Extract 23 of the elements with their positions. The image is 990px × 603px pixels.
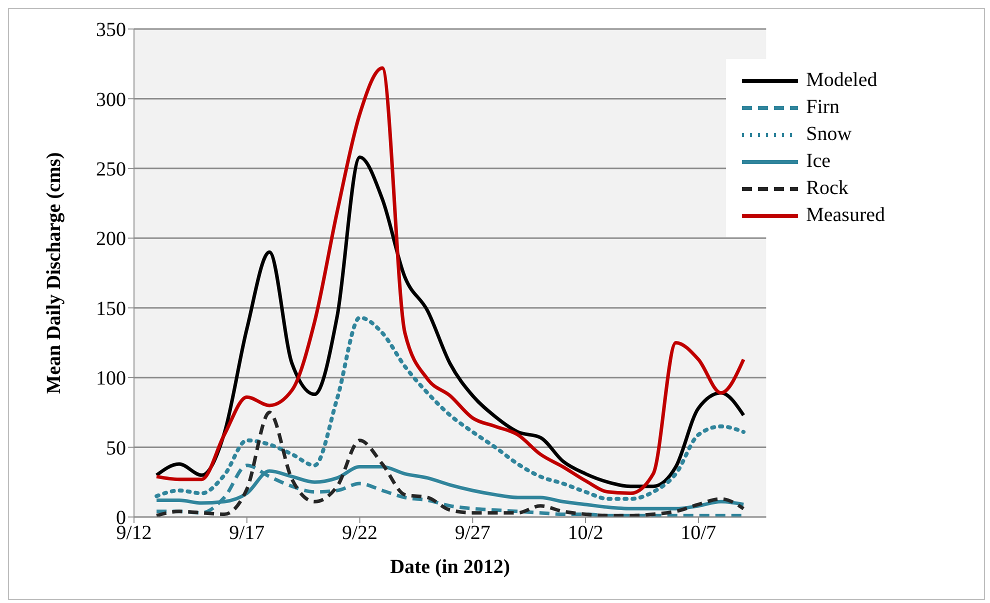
y-tick-label: 350 [96, 19, 126, 42]
line-series [154, 66, 746, 496]
x-tick-label: 10/7 [680, 522, 716, 544]
y-axis-title: Mean Daily Discharge (cms) [43, 152, 66, 394]
x-tick-label: 9/27 [454, 522, 490, 544]
legend-label: Measured [806, 204, 885, 227]
line-series [154, 156, 746, 488]
legend-label: Rock [806, 177, 848, 200]
x-tick-label: 9/17 [229, 522, 265, 544]
legend-label: Firn [806, 96, 840, 119]
legend-label: Ice [806, 150, 831, 173]
x-tick-label: 10/2 [568, 522, 604, 544]
legend-label: Snow [806, 123, 852, 146]
y-tick-label: 300 [96, 88, 126, 111]
x-axis-title: Date (in 2012) [390, 556, 510, 578]
y-tick-label: 50 [106, 437, 126, 460]
line-series [154, 410, 746, 517]
y-tick-label: 150 [96, 298, 126, 320]
legend-label: Modeled [806, 69, 878, 92]
x-tick-label: 9/22 [342, 522, 378, 544]
y-tick-label: 250 [96, 158, 126, 181]
y-tick-label: 100 [96, 368, 126, 390]
y-tick-label: 200 [96, 228, 126, 250]
